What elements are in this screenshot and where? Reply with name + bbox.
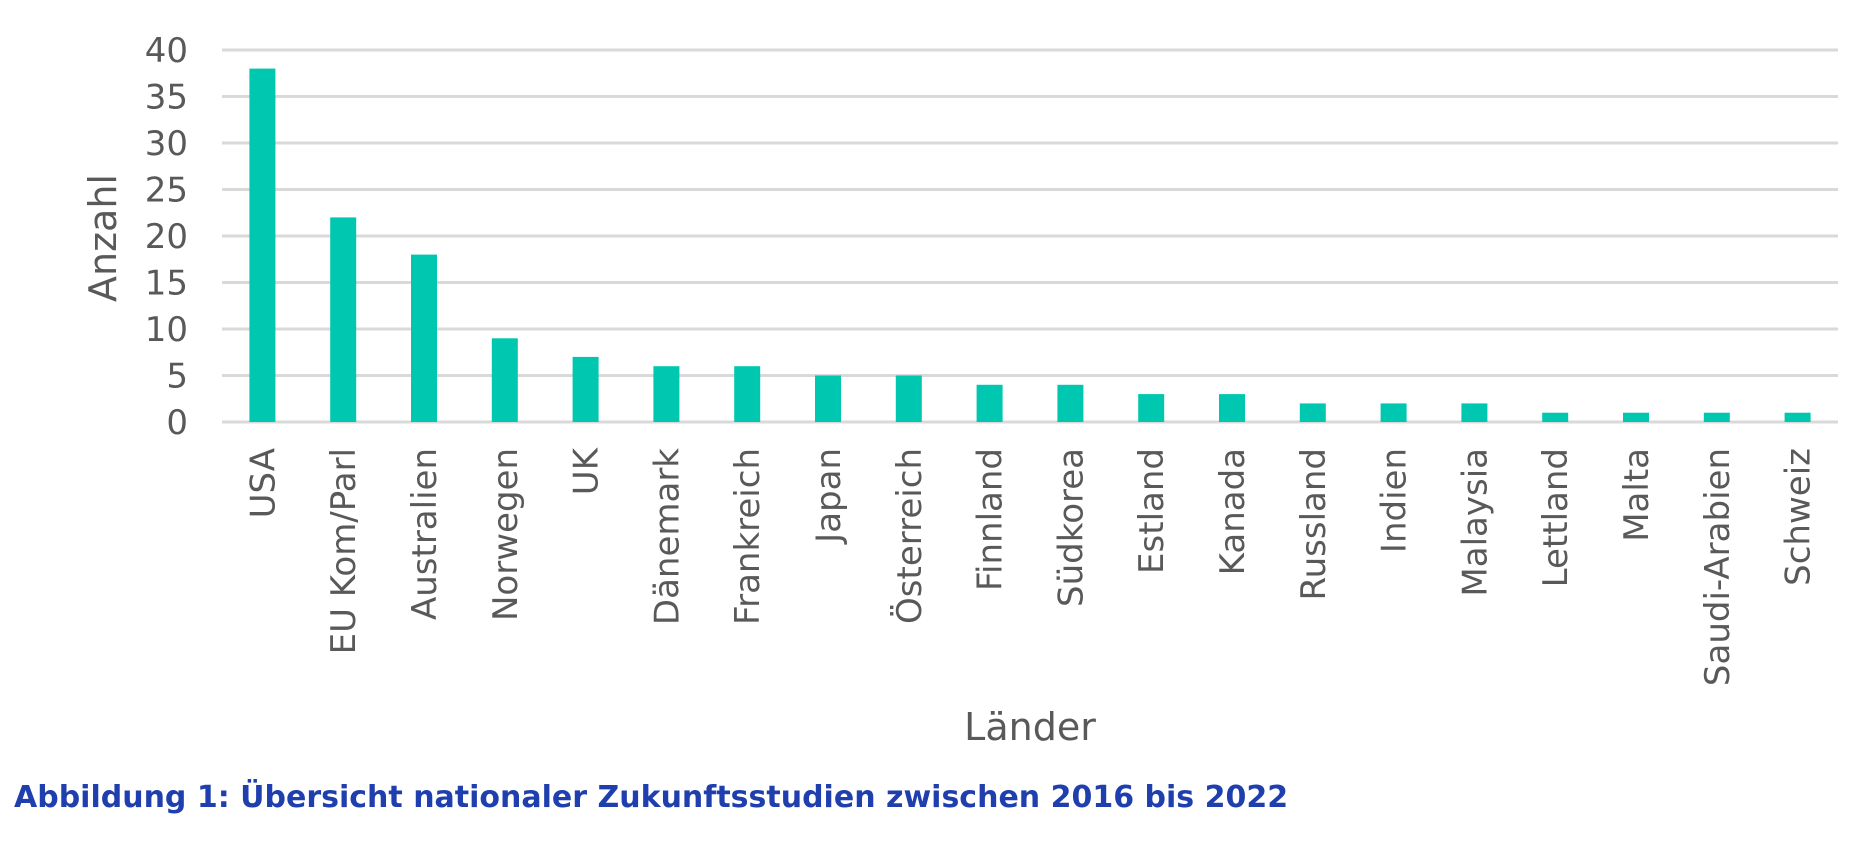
y-axis-title: Anzahl: [81, 174, 125, 302]
bar: [1784, 412, 1811, 422]
y-axis-ticks: 0 5 10 15 20 25 30 35 40: [145, 31, 188, 443]
x-tick-label: EU Kom/Parl: [324, 448, 364, 654]
gridlines: [222, 48, 1838, 424]
bar: [653, 366, 680, 422]
x-tick-label: Österreich: [889, 448, 930, 624]
x-tick-label: Malta: [1617, 448, 1657, 542]
figure-caption: Abbildung 1: Übersicht nationaler Zukunf…: [14, 780, 1289, 815]
bar: [1299, 403, 1326, 422]
bar-chart: 0 5 10 15 20 25 30 35 40 USA EU Kom/Parl Australie…: [81, 31, 1838, 749]
x-tick-label: Frankreich: [728, 448, 768, 625]
x-axis-title: Länder: [964, 705, 1096, 749]
x-tick-label: Australien: [405, 448, 445, 620]
x-tick-label: Kanada: [1213, 448, 1253, 575]
x-tick-label: Lettland: [1536, 448, 1576, 587]
y-tick-label: 5: [166, 357, 188, 397]
x-tick-label: Saudi-Arabien: [1698, 448, 1738, 686]
x-tick-label: Finnland: [971, 448, 1011, 591]
bar: [411, 254, 437, 422]
x-tick-label: Malaysia: [1455, 448, 1495, 597]
bar: [1057, 384, 1084, 422]
y-tick-label: 0: [166, 403, 188, 443]
y-tick-label: 35: [145, 78, 188, 118]
x-tick-label: Estland: [1132, 448, 1172, 574]
bar: [330, 217, 357, 422]
x-tick-label: Indien: [1375, 448, 1415, 553]
bar: [1219, 394, 1245, 422]
y-tick-label: 40: [145, 31, 188, 71]
bars: [249, 68, 1811, 422]
x-tick-label: Norwegen: [486, 448, 526, 621]
x-tick-label: Südkorea: [1051, 448, 1091, 607]
bar: [1380, 403, 1407, 422]
bar: [572, 356, 599, 422]
bar: [976, 384, 1003, 422]
bar: [1703, 412, 1730, 422]
bar: [734, 366, 761, 422]
x-tick-label: Dänemark: [647, 448, 687, 625]
x-tick-label: Russland: [1294, 448, 1334, 601]
bar: [1542, 412, 1569, 422]
x-axis-category-labels: USA EU Kom/Parl Australien Norwegen UK Dänema…: [243, 446, 1818, 686]
y-tick-label: 30: [145, 124, 188, 164]
bar: [491, 338, 518, 422]
x-tick-label: Japan: [809, 448, 849, 545]
bar: [895, 375, 922, 422]
bar: [1623, 412, 1649, 422]
y-tick-label: 10: [145, 310, 188, 350]
bar: [815, 375, 841, 422]
bar: [249, 68, 276, 422]
x-tick-label: UK: [567, 446, 607, 495]
y-tick-label: 20: [145, 217, 188, 257]
bar: [1461, 403, 1488, 422]
y-tick-label: 15: [145, 264, 188, 304]
x-tick-label: USA: [243, 448, 283, 518]
x-tick-label: Schweiz: [1779, 448, 1819, 586]
y-tick-label: 25: [145, 171, 188, 211]
bar: [1138, 394, 1165, 422]
